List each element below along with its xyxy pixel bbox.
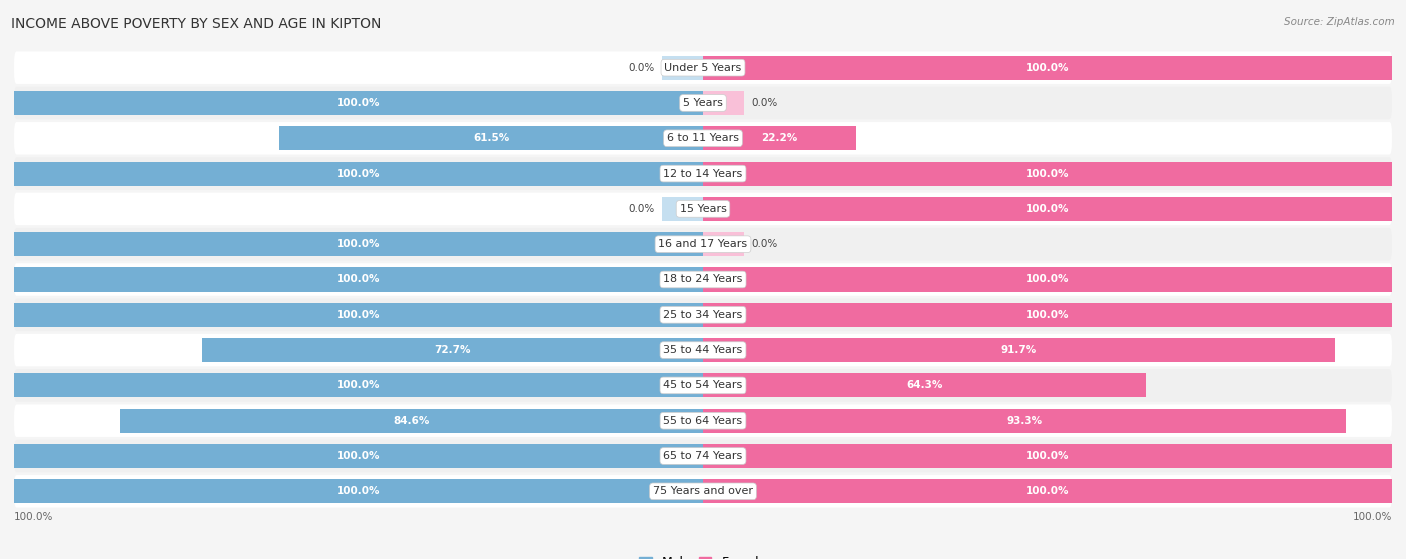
Text: 0.0%: 0.0% (628, 204, 655, 214)
Text: 65 to 74 Years: 65 to 74 Years (664, 451, 742, 461)
Text: 18 to 24 Years: 18 to 24 Years (664, 274, 742, 285)
Text: 55 to 64 Years: 55 to 64 Years (664, 416, 742, 426)
FancyBboxPatch shape (14, 157, 1392, 190)
Text: 25 to 34 Years: 25 to 34 Years (664, 310, 742, 320)
Text: 100.0%: 100.0% (337, 451, 380, 461)
Text: 100.0%: 100.0% (1026, 310, 1069, 320)
Bar (662, 197, 703, 221)
FancyBboxPatch shape (14, 334, 1392, 366)
Text: 64.3%: 64.3% (907, 381, 942, 390)
Bar (703, 409, 1346, 433)
Legend: Male, Female: Male, Female (640, 556, 766, 559)
Text: 84.6%: 84.6% (394, 416, 430, 426)
FancyBboxPatch shape (14, 228, 1392, 260)
FancyBboxPatch shape (14, 299, 1392, 331)
FancyBboxPatch shape (14, 440, 1392, 472)
Bar (14, 232, 703, 256)
Text: 61.5%: 61.5% (472, 133, 509, 143)
Bar (14, 162, 703, 186)
Text: 75 Years and over: 75 Years and over (652, 486, 754, 496)
FancyBboxPatch shape (14, 122, 1392, 154)
Bar (14, 268, 703, 291)
Bar (703, 56, 1392, 80)
Text: 12 to 14 Years: 12 to 14 Years (664, 169, 742, 178)
Text: 0.0%: 0.0% (628, 63, 655, 73)
Text: 16 and 17 Years: 16 and 17 Years (658, 239, 748, 249)
Text: 72.7%: 72.7% (434, 345, 471, 355)
Text: 100.0%: 100.0% (337, 381, 380, 390)
FancyBboxPatch shape (14, 51, 1392, 84)
Text: 100.0%: 100.0% (337, 169, 380, 178)
Bar (120, 409, 703, 433)
Text: 100.0%: 100.0% (1026, 169, 1069, 178)
Bar (14, 444, 703, 468)
Bar (703, 444, 1392, 468)
Text: 6 to 11 Years: 6 to 11 Years (666, 133, 740, 143)
Bar (14, 373, 703, 397)
Text: 15 Years: 15 Years (679, 204, 727, 214)
Text: 100.0%: 100.0% (337, 310, 380, 320)
Text: 93.3%: 93.3% (1007, 416, 1042, 426)
FancyBboxPatch shape (14, 475, 1392, 508)
Text: 100.0%: 100.0% (337, 98, 380, 108)
Bar (703, 373, 1146, 397)
Bar (14, 303, 703, 327)
Text: 100.0%: 100.0% (1026, 274, 1069, 285)
Text: INCOME ABOVE POVERTY BY SEX AND AGE IN KIPTON: INCOME ABOVE POVERTY BY SEX AND AGE IN K… (11, 17, 381, 31)
Text: 100.0%: 100.0% (337, 274, 380, 285)
Text: Under 5 Years: Under 5 Years (665, 63, 741, 73)
Text: 100.0%: 100.0% (1026, 451, 1069, 461)
Text: 100.0%: 100.0% (1026, 486, 1069, 496)
Text: Source: ZipAtlas.com: Source: ZipAtlas.com (1284, 17, 1395, 27)
Text: 35 to 44 Years: 35 to 44 Years (664, 345, 742, 355)
Bar (703, 479, 1392, 503)
Bar (280, 126, 703, 150)
Text: 100.0%: 100.0% (14, 512, 53, 522)
Text: 100.0%: 100.0% (337, 239, 380, 249)
Bar (703, 162, 1392, 186)
Bar (703, 232, 744, 256)
Bar (703, 197, 1392, 221)
Text: 0.0%: 0.0% (751, 239, 778, 249)
FancyBboxPatch shape (14, 263, 1392, 296)
Bar (703, 268, 1392, 291)
Text: 91.7%: 91.7% (1001, 345, 1038, 355)
Text: 100.0%: 100.0% (1026, 63, 1069, 73)
FancyBboxPatch shape (14, 193, 1392, 225)
Text: 5 Years: 5 Years (683, 98, 723, 108)
Bar (703, 126, 856, 150)
FancyBboxPatch shape (14, 369, 1392, 402)
Text: 45 to 54 Years: 45 to 54 Years (664, 381, 742, 390)
Bar (703, 91, 744, 115)
Bar (703, 303, 1392, 327)
Text: 100.0%: 100.0% (1353, 512, 1392, 522)
Text: 0.0%: 0.0% (751, 98, 778, 108)
Bar (703, 338, 1334, 362)
FancyBboxPatch shape (14, 87, 1392, 119)
Text: 22.2%: 22.2% (761, 133, 797, 143)
Text: 100.0%: 100.0% (337, 486, 380, 496)
Bar (202, 338, 703, 362)
Bar (662, 56, 703, 80)
Text: 100.0%: 100.0% (1026, 204, 1069, 214)
FancyBboxPatch shape (14, 405, 1392, 437)
Bar (14, 479, 703, 503)
Bar (14, 91, 703, 115)
